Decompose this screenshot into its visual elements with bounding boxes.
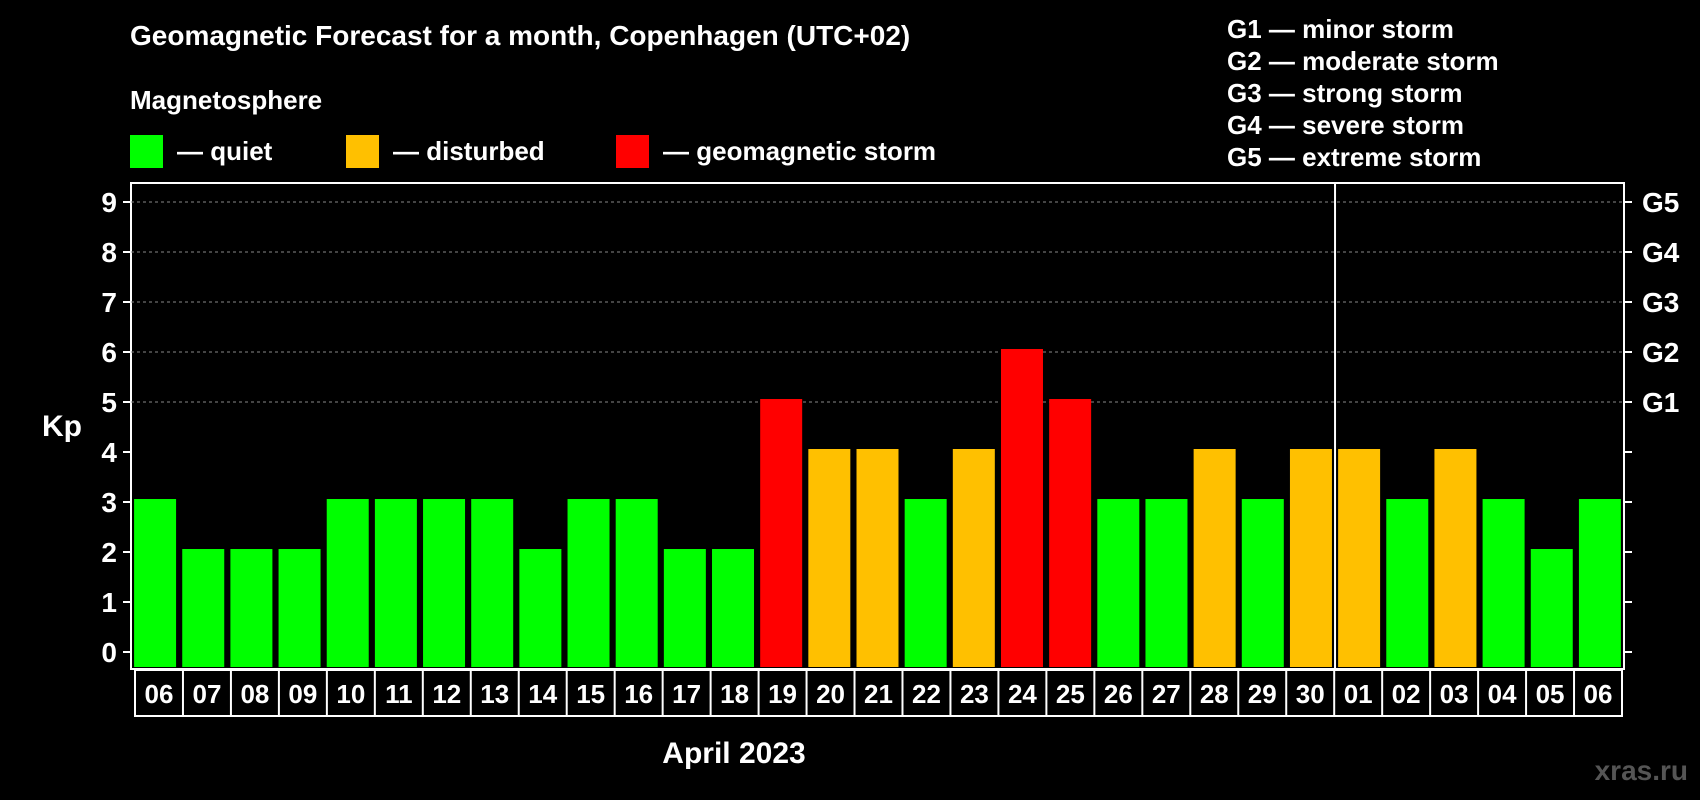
right-axis-label-g4: G4 bbox=[1642, 237, 1680, 268]
bar-4-10 bbox=[326, 499, 369, 667]
legend-swatch-disturbed bbox=[346, 134, 379, 168]
bar-23-29 bbox=[1241, 499, 1284, 667]
x-tick-label-24: 30 bbox=[1296, 679, 1325, 709]
y-tick-label-0: 0 bbox=[101, 637, 117, 668]
bar-3-09 bbox=[278, 549, 321, 667]
x-tick-label-13: 19 bbox=[768, 679, 797, 709]
x-tick-label-26: 02 bbox=[1392, 679, 1421, 709]
x-tick-label-3: 09 bbox=[288, 679, 317, 709]
bar-11-17 bbox=[663, 549, 706, 667]
legend-swatch-quiet bbox=[130, 134, 163, 168]
bar-10-16 bbox=[615, 499, 658, 667]
y-tick-label-7: 7 bbox=[101, 287, 117, 318]
x-tick-label-2: 08 bbox=[240, 679, 269, 709]
x-tick-label-27: 03 bbox=[1440, 679, 1469, 709]
bar-19-25 bbox=[1049, 399, 1092, 667]
legend-swatch-storm bbox=[616, 134, 649, 168]
storm-scale-g4: G4 — severe storm bbox=[1227, 110, 1465, 140]
right-axis-label-g1: G1 bbox=[1642, 387, 1679, 418]
y-tick-label-8: 8 bbox=[101, 237, 117, 268]
right-axis-label-g3: G3 bbox=[1642, 287, 1679, 318]
x-tick-label-15: 21 bbox=[864, 679, 893, 709]
bar-27-03 bbox=[1434, 449, 1477, 667]
x-tick-label-21: 27 bbox=[1152, 679, 1181, 709]
bar-24-30 bbox=[1289, 449, 1332, 667]
x-tick-label-18: 24 bbox=[1008, 679, 1037, 709]
x-axis-label: April 2023 bbox=[662, 737, 806, 770]
bar-13-19 bbox=[760, 399, 803, 667]
bar-16-22 bbox=[904, 499, 947, 667]
legend-label-storm: — geomagnetic storm bbox=[663, 135, 937, 166]
bar-1-07 bbox=[182, 549, 225, 667]
bar-14-20 bbox=[808, 449, 851, 667]
legend-label-disturbed: — disturbed bbox=[393, 135, 545, 166]
legend-item-quiet: — quiet bbox=[130, 134, 272, 168]
storm-scale-g2: G2 — moderate storm bbox=[1227, 46, 1499, 76]
bar-2-08 bbox=[230, 549, 273, 667]
x-tick-label-7: 13 bbox=[480, 679, 509, 709]
bar-18-24 bbox=[1000, 349, 1043, 667]
x-tick-label-14: 20 bbox=[816, 679, 845, 709]
right-axis-label-g2: G2 bbox=[1642, 337, 1679, 368]
bar-5-11 bbox=[374, 499, 417, 667]
chart-title: Geomagnetic Forecast for a month, Copenh… bbox=[130, 20, 911, 51]
x-tick-label-19: 25 bbox=[1056, 679, 1085, 709]
y-tick-label-3: 3 bbox=[101, 487, 117, 518]
bar-30-06 bbox=[1578, 499, 1621, 667]
y-tick-label-6: 6 bbox=[101, 337, 117, 368]
bar-28-04 bbox=[1482, 499, 1525, 667]
bar-25-01 bbox=[1338, 449, 1381, 667]
legend-item-disturbed: — disturbed bbox=[346, 134, 545, 168]
y-tick-label-5: 5 bbox=[101, 387, 117, 418]
bar-9-15 bbox=[567, 499, 610, 667]
x-tick-label-4: 10 bbox=[336, 679, 365, 709]
legend-label-quiet: — quiet bbox=[177, 135, 273, 166]
x-label-strip bbox=[134, 669, 1623, 717]
bar-29-05 bbox=[1530, 549, 1573, 667]
x-tick-label-22: 28 bbox=[1200, 679, 1229, 709]
x-tick-label-9: 15 bbox=[576, 679, 605, 709]
x-tick-label-6: 12 bbox=[432, 679, 461, 709]
storm-scale-g3: G3 — strong storm bbox=[1227, 78, 1463, 108]
storm-scale-list: G1 — minor storm G2 — moderate storm G3 … bbox=[1227, 13, 1499, 173]
y-axis-label: Kp bbox=[42, 410, 82, 443]
storm-scale-g1: G1 — minor storm bbox=[1227, 14, 1454, 44]
x-tick-label-1: 07 bbox=[192, 679, 221, 709]
bar-7-13 bbox=[471, 499, 514, 667]
y-tick-label-2: 2 bbox=[101, 537, 117, 568]
y-tick-label-9: 9 bbox=[101, 187, 117, 218]
x-tick-label-16: 22 bbox=[912, 679, 941, 709]
bar-12-18 bbox=[712, 549, 755, 667]
x-tick-label-23: 29 bbox=[1248, 679, 1277, 709]
x-tick-label-30: 06 bbox=[1584, 679, 1613, 709]
x-tick-label-25: 01 bbox=[1344, 679, 1373, 709]
x-tick-label-10: 16 bbox=[624, 679, 653, 709]
x-tick-label-5: 11 bbox=[385, 679, 413, 709]
x-tick-label-20: 26 bbox=[1104, 679, 1133, 709]
x-tick-label-0: 06 bbox=[145, 679, 174, 709]
bar-17-23 bbox=[952, 449, 995, 667]
bar-21-27 bbox=[1145, 499, 1188, 667]
watermark: xras.ru bbox=[1594, 755, 1688, 786]
bar-6-12 bbox=[423, 499, 466, 667]
x-tick-label-29: 05 bbox=[1536, 679, 1565, 709]
x-tick-label-28: 04 bbox=[1488, 679, 1517, 709]
bar-8-14 bbox=[519, 549, 562, 667]
right-axis-label-g5: G5 bbox=[1642, 187, 1679, 218]
x-tick-label-12: 18 bbox=[720, 679, 749, 709]
bar-26-02 bbox=[1386, 499, 1429, 667]
x-tick-label-8: 14 bbox=[528, 679, 557, 709]
y-tick-label-1: 1 bbox=[101, 587, 117, 618]
y-tick-label-4: 4 bbox=[101, 437, 117, 468]
storm-scale-g5: G5 — extreme storm bbox=[1227, 142, 1482, 172]
bar-15-21 bbox=[856, 449, 899, 667]
legend-item-storm: — geomagnetic storm bbox=[616, 134, 936, 168]
bar-22-28 bbox=[1193, 449, 1236, 667]
legend-heading: Magnetosphere bbox=[130, 85, 323, 115]
x-tick-label-11: 17 bbox=[672, 679, 701, 709]
bar-0-06 bbox=[134, 499, 177, 667]
bar-20-26 bbox=[1097, 499, 1140, 667]
x-tick-label-17: 23 bbox=[960, 679, 989, 709]
